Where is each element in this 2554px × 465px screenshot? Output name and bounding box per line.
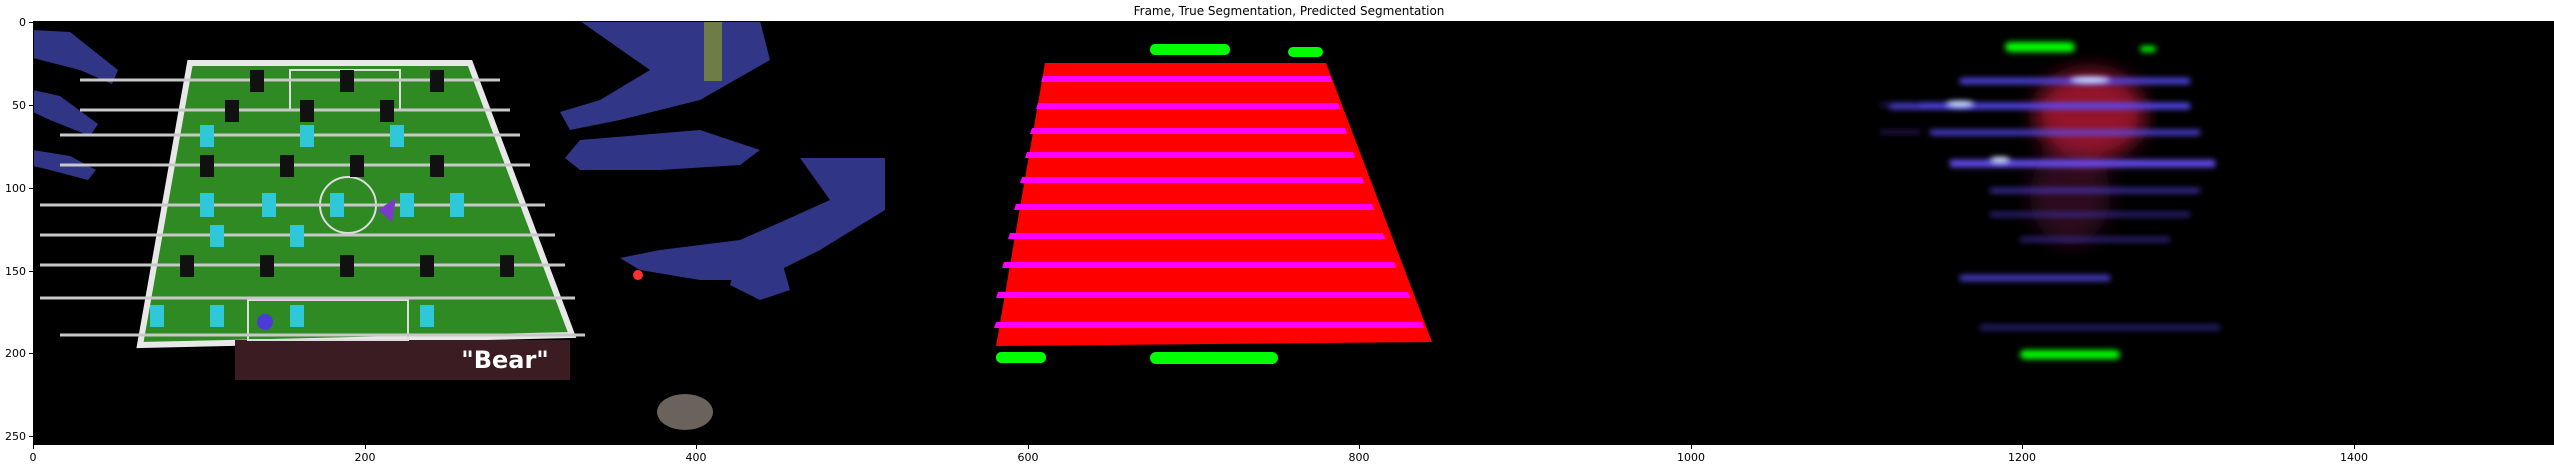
x-tick-label: 400 (686, 451, 707, 464)
table-front-panel (235, 340, 570, 380)
image-area: "Bear" (33, 21, 2554, 445)
pred-goal-regions (2005, 42, 2156, 359)
purple-ball-marker (378, 198, 396, 222)
x-tick-label: 0 (30, 451, 37, 464)
green-hat (704, 21, 722, 81)
y-tick-label: 200 (5, 347, 26, 360)
x-axis: 0 200 400 600 800 1000 1200 1400 (30, 445, 2368, 464)
y-tick-label: 0 (19, 16, 26, 29)
x-tick-label: 200 (355, 451, 376, 464)
x-tick-label: 1200 (2008, 451, 2036, 464)
players-black (180, 70, 514, 277)
y-tick-label: 150 (5, 265, 26, 278)
x-tick-label: 1400 (2340, 451, 2368, 464)
x-tick-label: 600 (1018, 451, 1039, 464)
x-tick-label: 800 (1349, 451, 1370, 464)
frame-panel: "Bear" (33, 21, 885, 430)
ball (257, 314, 273, 330)
figure-title: Frame, True Segmentation, Predicted Segm… (1134, 4, 1445, 18)
shoe (657, 394, 713, 430)
y-tick-label: 250 (5, 430, 26, 443)
pred-table-glow (2030, 70, 2145, 245)
pred-highlights (1946, 77, 2110, 163)
seg-goal-regions (996, 44, 1323, 364)
y-tick-label: 50 (12, 99, 26, 112)
x-tick-label: 1000 (1677, 451, 1705, 464)
y-tick-label: 100 (5, 182, 26, 195)
y-axis: 0 50 100 150 200 250 (5, 16, 33, 443)
seg-rod-stripes (994, 76, 1424, 328)
axes-frame (33, 21, 2554, 445)
true-segmentation-panel (994, 44, 1432, 364)
table-logo: "Bear" (461, 346, 549, 374)
players-cyan (150, 125, 464, 327)
predicted-segmentation-panel (1880, 42, 2220, 359)
red-light (633, 270, 643, 280)
